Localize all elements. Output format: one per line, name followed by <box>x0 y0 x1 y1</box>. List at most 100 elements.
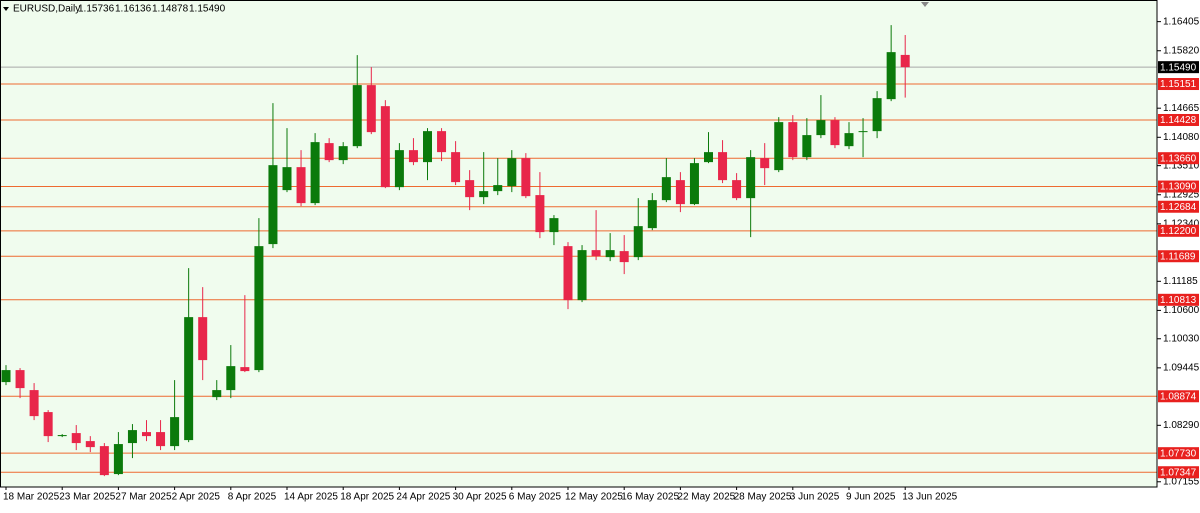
candle-body <box>788 122 798 158</box>
y-tick-label: 1.10030 <box>1163 333 1200 344</box>
x-tick-label: 9 Jun 2025 <box>846 492 896 503</box>
y-tick-label: 1.13510 <box>1163 160 1200 171</box>
x-tick-label: 18 Mar 2025 <box>3 492 60 503</box>
candle-body <box>282 167 292 191</box>
candle-body <box>479 191 489 198</box>
candle-body <box>394 150 404 188</box>
y-tick-label: 1.14080 <box>1163 132 1200 143</box>
x-tick-label: 6 May 2025 <box>509 492 562 503</box>
y-tick-label: 1.08290 <box>1163 420 1200 431</box>
candle-body <box>170 417 180 447</box>
candle-body <box>830 120 840 146</box>
candle-body <box>254 246 264 371</box>
candle-body <box>718 152 728 181</box>
level-box <box>1158 466 1199 479</box>
candle-body <box>85 441 95 448</box>
x-tick-label: 3 Jun 2025 <box>790 492 840 503</box>
level-box <box>1158 200 1199 213</box>
candle-body <box>310 142 320 204</box>
candle-body <box>535 195 545 233</box>
candle-body <box>689 163 699 205</box>
candle-body <box>746 157 756 199</box>
plot-frame <box>0 0 1158 488</box>
candle-body <box>563 246 573 301</box>
chart-title: EURUSD,Daily <box>13 4 80 15</box>
candle-body <box>437 131 447 153</box>
candle-body <box>872 98 882 132</box>
candle-body <box>521 158 531 197</box>
candle-body <box>338 146 348 161</box>
level-box <box>1158 250 1199 263</box>
level-box <box>1158 447 1199 460</box>
candle-body <box>844 133 854 147</box>
level-label: 1.13660 <box>1160 153 1197 164</box>
candle-body <box>732 180 742 199</box>
y-tick-label: 1.15820 <box>1163 45 1200 56</box>
candle-body <box>661 177 671 201</box>
level-box <box>1158 113 1199 126</box>
candle-body <box>380 106 390 188</box>
header-value: 1.15490 <box>189 4 226 15</box>
x-tick-label: 18 Apr 2025 <box>340 492 394 503</box>
level-box <box>1158 152 1199 165</box>
level-label: 1.07347 <box>1160 467 1197 478</box>
candle-body <box>127 430 137 444</box>
candle-body <box>142 432 151 437</box>
candle-body <box>71 433 81 444</box>
level-box <box>1158 180 1199 193</box>
menu-arrow[interactable] <box>3 7 9 11</box>
price-box <box>1158 61 1199 74</box>
candle-body <box>816 120 826 136</box>
candle-body <box>619 251 629 263</box>
x-tick-label: 8 Apr 2025 <box>228 492 277 503</box>
x-tick-label: 14 Apr 2025 <box>284 492 338 503</box>
header-value: 1.14878 <box>152 4 189 15</box>
candle-body <box>240 367 250 372</box>
x-tick-label: 24 Apr 2025 <box>396 492 450 503</box>
y-tick-label: 1.11185 <box>1163 276 1198 287</box>
y-tick-label: 1.14665 <box>1163 103 1200 114</box>
candle-body <box>605 250 615 258</box>
candle-body <box>900 54 910 68</box>
candle-body <box>591 250 601 257</box>
candle-body <box>408 150 418 163</box>
level-label: 1.15151 <box>1160 79 1197 90</box>
candle-body <box>493 185 503 192</box>
candle-body <box>549 218 559 233</box>
candle-body <box>99 446 109 476</box>
candle-body <box>198 317 208 361</box>
candle-body <box>212 390 222 398</box>
x-tick-label: 13 Jun 2025 <box>902 492 957 503</box>
candle-body <box>633 226 643 258</box>
price-label: 1.15490 <box>1160 62 1197 73</box>
x-tick-label: 16 May 2025 <box>621 492 679 503</box>
candle-body <box>296 167 306 204</box>
x-tick-label: 12 May 2025 <box>565 492 623 503</box>
level-label: 1.13090 <box>1160 182 1197 193</box>
candle-body <box>29 390 39 417</box>
level-label: 1.08874 <box>1160 391 1197 402</box>
level-label: 1.07730 <box>1160 448 1197 459</box>
candle-body <box>156 432 166 447</box>
candle-body <box>324 143 334 161</box>
level-label: 1.10813 <box>1160 295 1197 306</box>
candle-body <box>451 152 461 183</box>
candle-body <box>465 180 475 198</box>
level-label: 1.14428 <box>1160 115 1197 126</box>
candle-body <box>774 122 784 171</box>
x-tick-label: 23 Mar 2025 <box>59 492 116 503</box>
candle-body <box>366 85 376 133</box>
level-box <box>1158 293 1199 306</box>
level-label: 1.12684 <box>1160 202 1197 213</box>
candle-body <box>886 52 896 100</box>
x-tick-label: 2 Apr 2025 <box>172 492 221 503</box>
level-box <box>1158 224 1199 237</box>
candle-body <box>184 317 194 441</box>
candle-body <box>802 135 812 158</box>
candle-body <box>507 158 517 187</box>
candle-body <box>858 131 868 133</box>
x-tick-label: 28 May 2025 <box>734 492 792 503</box>
candle-body <box>675 180 685 205</box>
